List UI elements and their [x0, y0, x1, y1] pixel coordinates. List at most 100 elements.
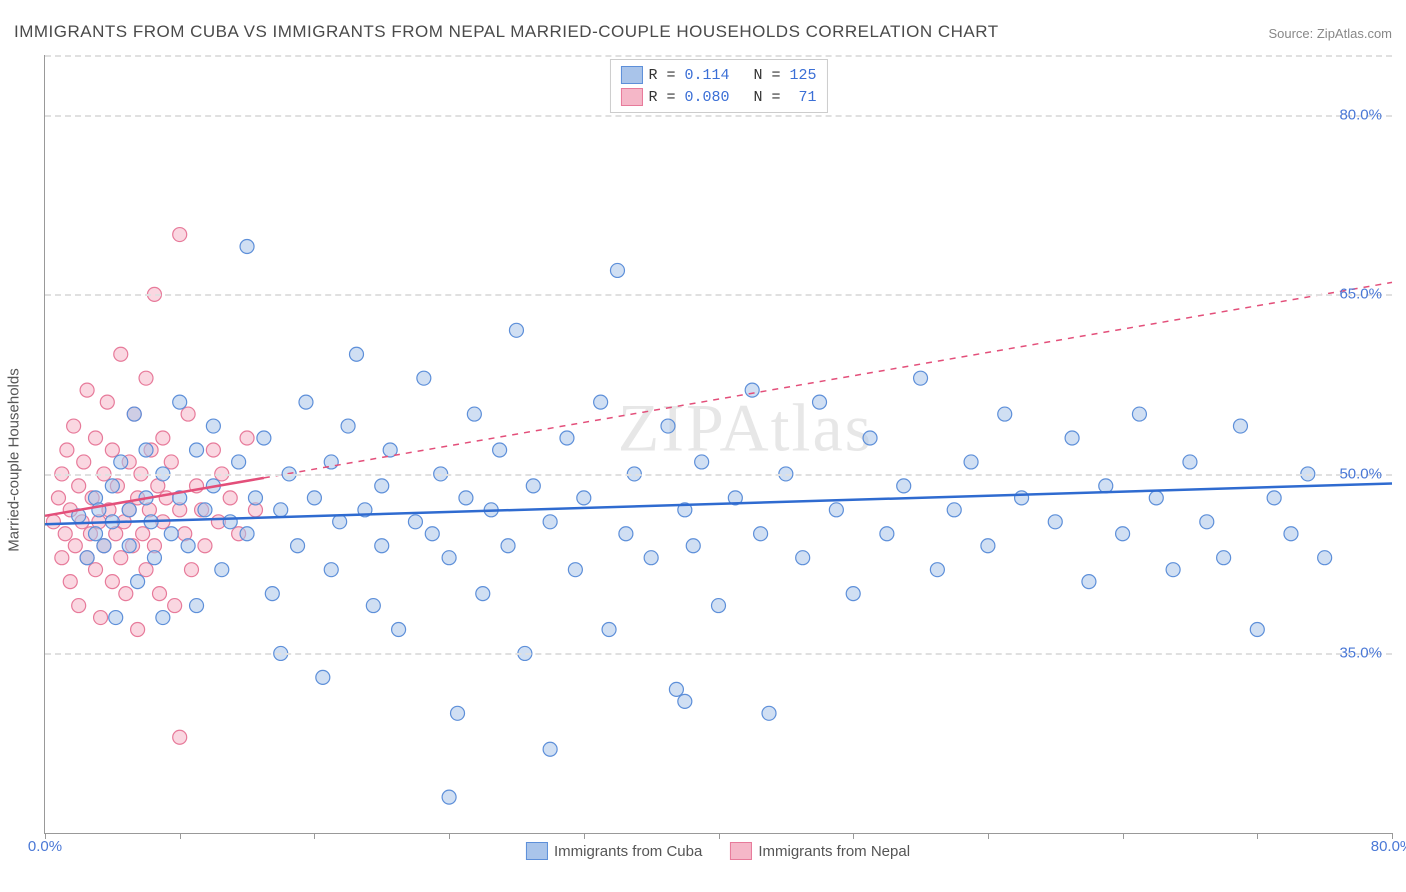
scatter-point: [223, 491, 237, 505]
scatter-point: [644, 551, 658, 565]
scatter-point: [754, 527, 768, 541]
scatter-point: [341, 419, 355, 433]
bottom-legend-nepal: Immigrants from Nepal: [730, 842, 910, 860]
scatter-point: [198, 539, 212, 553]
scatter-point: [568, 563, 582, 577]
scatter-point: [291, 539, 305, 553]
scatter-point: [164, 527, 178, 541]
scatter-point: [914, 371, 928, 385]
scatter-point: [846, 587, 860, 601]
scatter-point: [156, 611, 170, 625]
scatter-point: [930, 563, 944, 577]
scatter-point: [796, 551, 810, 565]
scatter-point: [240, 431, 254, 445]
gridline: [45, 653, 1392, 655]
scatter-point: [695, 455, 709, 469]
scatter-point: [442, 790, 456, 804]
scatter-point: [375, 479, 389, 493]
scatter-point: [72, 599, 86, 613]
scatter-point: [610, 263, 624, 277]
scatter-point: [1116, 527, 1130, 541]
scatter-point: [467, 407, 481, 421]
scatter-point: [58, 527, 72, 541]
scatter-point: [947, 503, 961, 517]
swatch-nepal: [620, 88, 642, 106]
scatter-point: [274, 503, 288, 517]
scatter-point: [119, 587, 133, 601]
scatter-point: [232, 455, 246, 469]
scatter-point: [215, 563, 229, 577]
bottom-legend-cuba-label: Immigrants from Cuba: [554, 843, 702, 860]
gridline: [45, 294, 1392, 296]
scatter-point: [122, 503, 136, 517]
scatter-point: [68, 539, 82, 553]
scatter-point: [139, 563, 153, 577]
scatter-point: [168, 599, 182, 613]
scatter-point: [863, 431, 877, 445]
scatter-point: [829, 503, 843, 517]
scatter-point: [1217, 551, 1231, 565]
scatter-point: [1149, 491, 1163, 505]
scatter-point: [184, 563, 198, 577]
scatter-point: [105, 479, 119, 493]
scatter-point: [366, 599, 380, 613]
xminor-tick: [45, 833, 46, 839]
scatter-point: [173, 395, 187, 409]
scatter-point: [619, 527, 633, 541]
gridline: [45, 474, 1392, 476]
bottom-legend-cuba: Immigrants from Cuba: [526, 842, 702, 860]
r-label-cuba: R = 0.114: [648, 67, 729, 84]
gridline: [45, 55, 1392, 57]
y-axis-label: Married-couple Households: [6, 368, 23, 551]
source-label: Source: ZipAtlas.com: [1268, 26, 1392, 41]
scatter-point: [173, 228, 187, 242]
xminor-tick: [1257, 833, 1258, 839]
r-label-nepal: R = 0.080: [648, 89, 729, 106]
scatter-point: [1183, 455, 1197, 469]
xminor-tick: [719, 833, 720, 839]
scatter-point: [164, 455, 178, 469]
scatter-point: [324, 563, 338, 577]
scatter-point: [223, 515, 237, 529]
scatter-point: [543, 742, 557, 756]
scatter-point: [89, 431, 103, 445]
scatter-point: [114, 455, 128, 469]
xtick-label: 80.0%: [1371, 838, 1406, 855]
scatter-point: [190, 443, 204, 457]
scatter-point: [442, 551, 456, 565]
scatter-point: [51, 491, 65, 505]
xminor-tick: [1392, 833, 1393, 839]
scatter-point: [248, 491, 262, 505]
scatter-point: [114, 551, 128, 565]
chart-container: Married-couple Households ZIPAtlas R = 0…: [44, 55, 1392, 864]
scatter-point: [122, 539, 136, 553]
scatter-point: [139, 371, 153, 385]
scatter-point: [543, 515, 557, 529]
scatter-point: [417, 371, 431, 385]
scatter-point: [89, 527, 103, 541]
xminor-tick: [1123, 833, 1124, 839]
trend-line: [45, 483, 1392, 524]
scatter-point: [257, 431, 271, 445]
scatter-point: [299, 395, 313, 409]
scatter-point: [1132, 407, 1146, 421]
scatter-point: [602, 623, 616, 637]
scatter-point: [501, 539, 515, 553]
scatter-point: [1284, 527, 1298, 541]
scatter-point: [493, 443, 507, 457]
scatter-point: [526, 479, 540, 493]
scatter-point: [1166, 563, 1180, 577]
scatter-point: [476, 587, 490, 601]
bottom-legend-nepal-label: Immigrants from Nepal: [758, 843, 910, 860]
scatter-point: [72, 479, 86, 493]
scatter-point: [94, 611, 108, 625]
ytick-label: 50.0%: [1339, 465, 1382, 482]
scatter-point: [139, 443, 153, 457]
scatter-point: [114, 347, 128, 361]
scatter-point: [669, 682, 683, 696]
scatter-point: [1015, 491, 1029, 505]
xminor-tick: [180, 833, 181, 839]
xtick-label: 0.0%: [28, 838, 62, 855]
ytick-label: 65.0%: [1339, 286, 1382, 303]
xminor-tick: [853, 833, 854, 839]
